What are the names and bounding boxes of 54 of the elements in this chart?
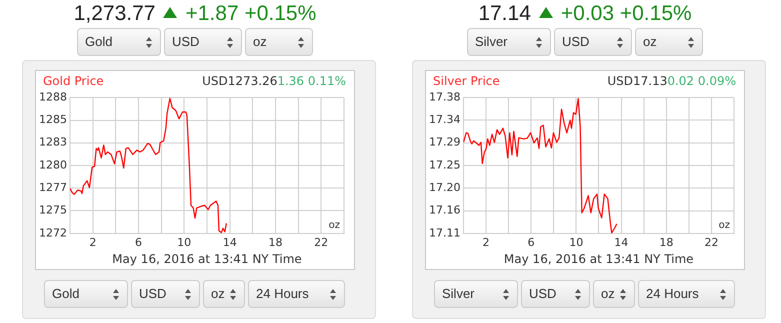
y-tick-label: 1288 xyxy=(38,90,67,104)
text: USD xyxy=(529,286,556,301)
annotation: oz xyxy=(718,220,730,231)
x-tick-label: 2 xyxy=(89,236,96,249)
y-tick-label: 17.16 xyxy=(428,204,460,217)
text: USD xyxy=(562,34,590,49)
x-axis-title: May 16, 2016 at 13:41 NY Time xyxy=(112,252,302,266)
text: 0.02 0.09% xyxy=(667,74,736,88)
x-tick-label: 14 xyxy=(222,236,237,249)
y-tick-label: 1280 xyxy=(38,158,67,172)
text: +1.87 +0.15% xyxy=(185,2,316,25)
y-tick-label: 1277 xyxy=(38,181,67,194)
x-axis-title: May 16, 2016 at 13:41 NY Time xyxy=(504,252,694,266)
text: oz xyxy=(253,34,267,49)
x-tick-label: 6 xyxy=(528,236,535,249)
x-tick-label: 18 xyxy=(659,236,674,249)
x-tick-label: 10 xyxy=(569,236,584,249)
x-tick-label: 18 xyxy=(268,236,282,249)
text: 24 Hours xyxy=(646,286,699,301)
y-tick-label: 17.25 xyxy=(428,158,460,172)
x-tick-label: 10 xyxy=(177,236,192,249)
y-tick-label: 1272 xyxy=(38,226,67,240)
chart-title: Silver Price xyxy=(433,74,500,88)
y-tick-label: 17.20 xyxy=(428,180,460,194)
text: oz xyxy=(211,286,225,301)
text: oz xyxy=(643,34,657,49)
text: +0.03 +0.15% xyxy=(560,2,692,25)
y-tick-label: 17.11 xyxy=(428,226,460,240)
text: Gold xyxy=(85,34,112,49)
x-tick-label: 22 xyxy=(704,236,718,249)
y-tick-label: 1283 xyxy=(38,136,67,149)
y-tick-label: 1275 xyxy=(38,204,67,217)
x-tick-label: 14 xyxy=(614,236,628,249)
text: 1,273.77 xyxy=(74,2,156,25)
chart-title: Gold Price xyxy=(43,74,104,88)
text: USD17.13 xyxy=(607,74,668,88)
text: USD xyxy=(172,34,200,49)
text: 17.14 xyxy=(478,2,531,25)
x-tick-label: 22 xyxy=(314,236,328,249)
annotation: oz xyxy=(328,220,340,231)
y-tick-label: 17.34 xyxy=(428,113,460,126)
x-tick-label: 6 xyxy=(134,236,142,249)
text: Gold xyxy=(52,286,80,301)
text: oz xyxy=(601,286,615,301)
text: USD xyxy=(139,286,166,301)
text: 1.36 0.11% xyxy=(277,74,346,88)
text: Silver xyxy=(442,286,475,301)
x-tick-label: 2 xyxy=(482,236,490,249)
y-tick-label: 17.29 xyxy=(428,136,460,149)
text: 24 Hours xyxy=(256,286,309,301)
text: Silver xyxy=(475,34,508,49)
text: USD1273.26 xyxy=(202,74,278,88)
y-tick-label: 17.38 xyxy=(428,90,460,104)
y-tick-label: 1285 xyxy=(38,113,67,126)
